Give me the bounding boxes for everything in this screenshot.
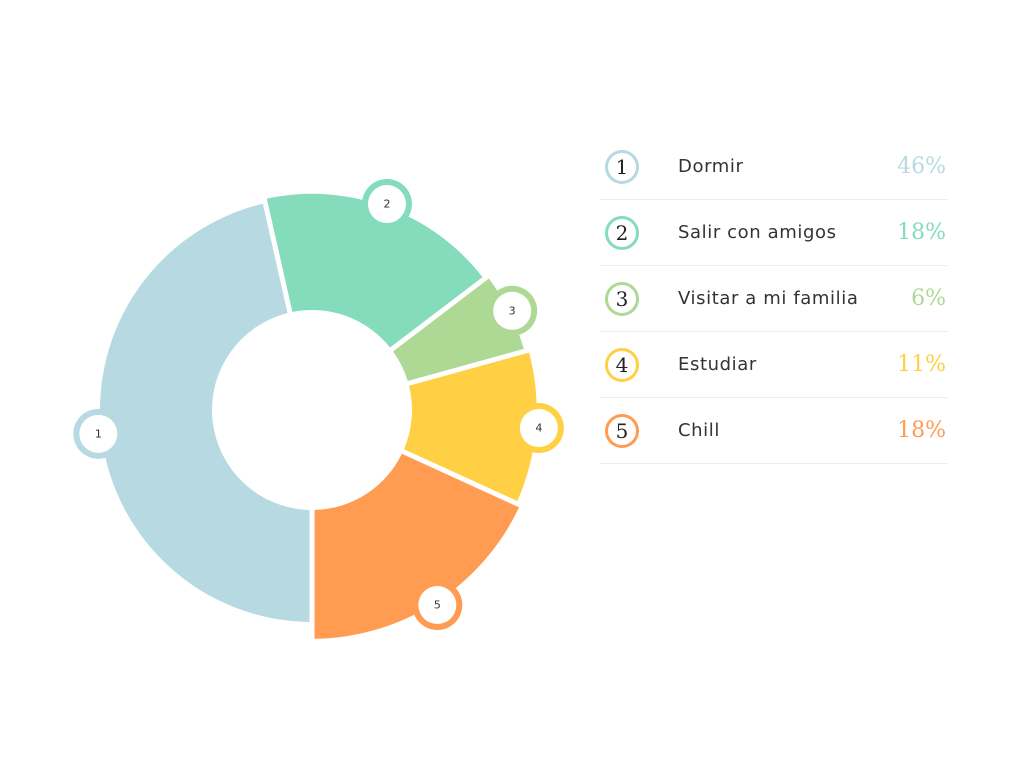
legend-value: 18%: [897, 418, 946, 443]
legend-marker: 3: [605, 281, 639, 316]
legend-marker: 2: [605, 215, 639, 250]
slice-marker: 1: [73, 408, 124, 459]
slice-marker-label: 1: [95, 427, 102, 440]
legend-value: 18%: [897, 220, 946, 245]
legend-marker: 5: [605, 413, 639, 448]
slice-marker-fill: [418, 586, 457, 625]
legend-label: Chill: [678, 420, 720, 441]
legend-label: Estudiar: [678, 354, 757, 375]
donut-slices: [100, 193, 537, 639]
donut-slice-5: [314, 453, 520, 639]
slice-marker: 3: [487, 285, 538, 336]
legend-marker: 4: [605, 347, 639, 382]
legend-label: Dormir: [678, 156, 744, 177]
donut-slice-1: [100, 203, 310, 622]
legend-value: 11%: [897, 352, 946, 377]
legend-value: 46%: [897, 154, 946, 179]
slice-marker-fill: [519, 409, 558, 448]
legend-marker: 1: [605, 149, 639, 184]
slice-marker-label: 2: [383, 198, 390, 211]
donut-slice-2: [266, 193, 483, 348]
donut-chart: 1 2 3 4 5: [73, 179, 564, 639]
slice-marker-fill: [79, 414, 118, 453]
legend-item: 4 Estudiar 11%: [600, 332, 948, 398]
legend-item: 1 Dormir 46%: [600, 134, 948, 200]
legend-label: Visitar a mi familia: [678, 288, 859, 309]
legend-item: 2 Salir con amigos 18%: [600, 200, 948, 266]
slice-marker: 4: [513, 403, 564, 454]
slice-marker: 5: [412, 580, 463, 631]
slice-marker-label: 5: [434, 599, 441, 612]
legend-value: 6%: [911, 286, 946, 311]
slice-marker: 2: [361, 179, 412, 230]
slice-marker-fill: [493, 291, 532, 330]
donut-slice-4: [403, 352, 537, 502]
slice-marker-fill: [367, 185, 406, 224]
slice-markers: 1 2 3 4 5: [73, 179, 564, 631]
legend: 1 Dormir 46% 2 Salir con amigos 18% 3 Vi…: [600, 134, 948, 464]
slice-marker-label: 3: [509, 304, 516, 317]
legend-item: 5 Chill 18%: [600, 398, 948, 464]
legend-label: Salir con amigos: [678, 222, 837, 243]
slice-marker-label: 4: [535, 422, 542, 435]
legend-item: 3 Visitar a mi familia 6%: [600, 266, 948, 332]
